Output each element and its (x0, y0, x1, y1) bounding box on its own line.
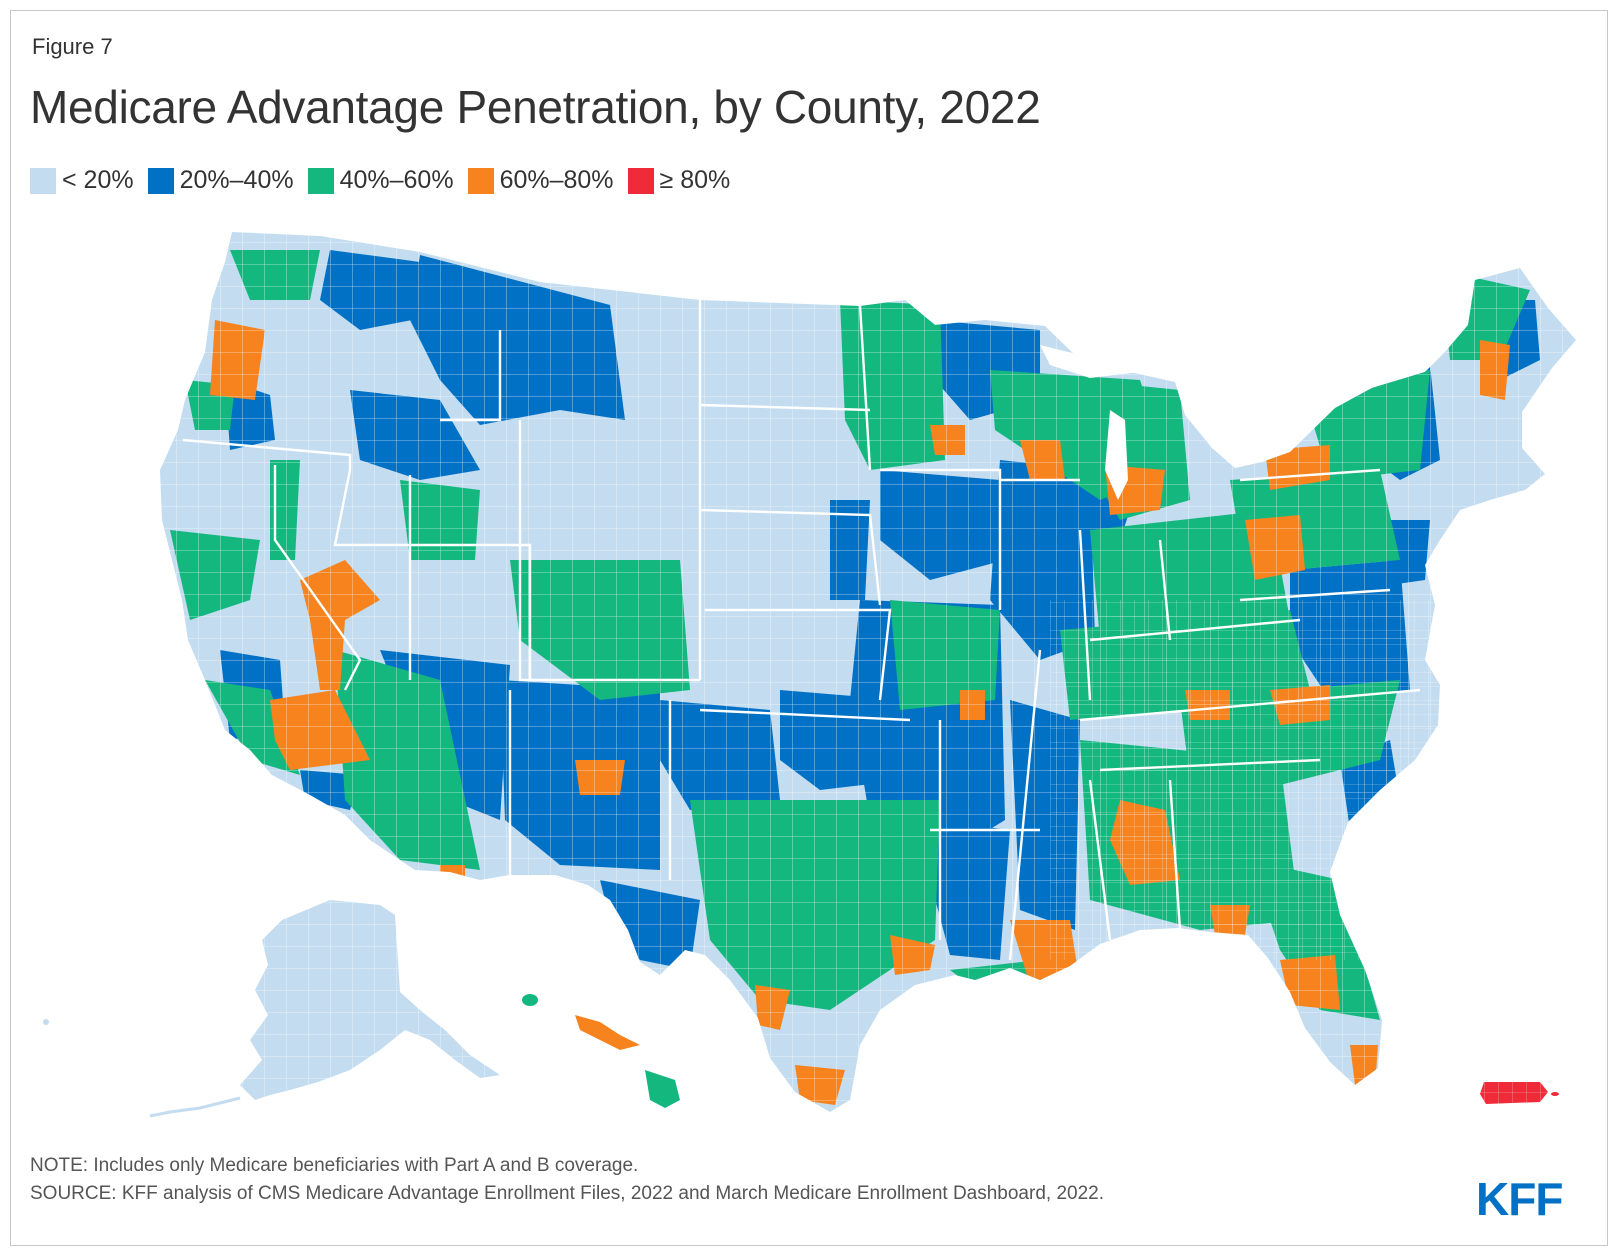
legend-label-60-80: 60%–80% (499, 166, 614, 194)
legend-swatch-40-60 (307, 167, 334, 194)
kff-logo: KFF (1476, 1173, 1563, 1225)
state-borders (182, 300, 1421, 961)
puerto-rico (1480, 1082, 1559, 1104)
footnote: NOTE: Includes only Medicare beneficiari… (30, 1152, 1104, 1208)
lake-superior (1040, 345, 1140, 378)
hawaii (522, 994, 680, 1108)
legend-swatch-60-80 (467, 167, 494, 194)
legend-label-20-40: 20%–40% (179, 166, 294, 194)
legend-swatch-gte80 (627, 167, 654, 194)
alaska (240, 900, 500, 1100)
legend: < 20% 20%–40% 40%–60% 60%–80% ≥ 80% (30, 166, 744, 195)
legend-label-40-60: 40%–60% (339, 166, 454, 194)
legend-item-lt20: < 20% (30, 166, 134, 195)
alaska-islet (43, 1019, 49, 1025)
note-text: NOTE: Includes only Medicare beneficiari… (30, 1155, 639, 1176)
lake-michigan (1105, 410, 1128, 500)
legend-item-gte80: ≥ 80% (627, 166, 731, 195)
legend-item-20-40: 20%–40% (147, 166, 294, 195)
source-text: SOURCE: KFF analysis of CMS Medicare Adv… (30, 1183, 1104, 1204)
legend-label-lt20: < 20% (62, 166, 134, 194)
alaska-islands (149, 1096, 241, 1118)
page-title: Medicare Advantage Penetration, by Count… (30, 81, 1041, 133)
legend-item-40-60: 40%–60% (307, 166, 454, 195)
figure-label: Figure 7 (32, 34, 113, 59)
legend-swatch-20-40 (147, 167, 174, 194)
legend-item-60-80: 60%–80% (467, 166, 614, 195)
legend-label-gte80: ≥ 80% (659, 166, 731, 194)
legend-swatch-lt20 (30, 167, 56, 194)
